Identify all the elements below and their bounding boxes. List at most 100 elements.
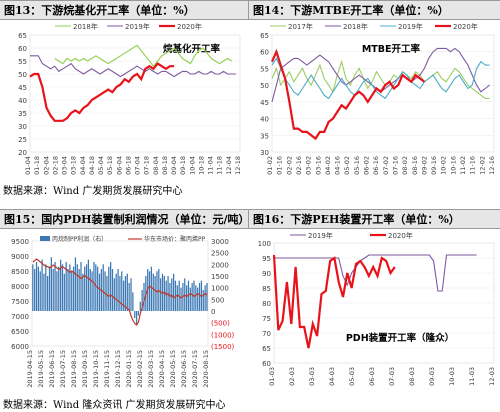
y-left-tick-label: 7500 [11, 298, 29, 306]
profit-bar [139, 301, 141, 311]
profit-bar [102, 264, 104, 311]
profit-bar [126, 273, 128, 311]
profit-bar [59, 259, 62, 311]
y-tick-label: 65 [18, 32, 27, 40]
x-tick-label: 2019-11-15 [103, 350, 111, 388]
profit-bar [54, 262, 56, 311]
profit-bar [104, 271, 106, 311]
fig13-chart: 20 25 30 35 40 45 50 55 60 65 01-04 01-18 02-04 02-18… [18, 22, 242, 175]
x-tick-label: 2019-10-15 [92, 350, 100, 388]
y-right-tick-label: 2000 [211, 261, 229, 269]
x-tick-label: 2020-02-15 [136, 350, 144, 388]
y-right-tick-label: 1500 [211, 273, 229, 281]
x-tick-label: 05-16 [353, 156, 361, 175]
x-tick-label: 02-16 [295, 156, 303, 175]
y-tick-label: 60 [262, 360, 271, 368]
profit-bar [119, 276, 121, 311]
y-left-tick-label: 6500 [11, 328, 29, 336]
fig14-title: 图14：下游MTBE开工率（单位：%） [253, 4, 449, 17]
profit-bar [52, 269, 54, 311]
x-tick-label: 04-02 [324, 156, 332, 175]
pp-price-line [32, 258, 208, 326]
x-tick-label: 2019-07-15 [59, 350, 67, 388]
profit-bar [69, 264, 71, 311]
x-tick-label: 06-16 [372, 156, 380, 175]
profit-bar [152, 273, 154, 311]
x-tick-label: 12-16 [488, 156, 496, 175]
plot-area [31, 240, 209, 347]
profit-bar [58, 266, 60, 311]
x-tick-label: 11-16 [469, 156, 477, 175]
y-tick-label: 40 [18, 97, 27, 105]
profit-bar [117, 269, 119, 311]
y-tick-label: 65 [262, 345, 271, 353]
profit-bar [195, 285, 197, 311]
y-tick-label: 20 [18, 149, 27, 157]
profit-bar [65, 262, 67, 311]
x-tick-label: 05-18 [106, 156, 114, 175]
profit-bar [189, 287, 191, 311]
series-line-2019年 [274, 254, 477, 292]
x-tick-label: 2019-04-15 [26, 350, 34, 388]
profit-bar [45, 264, 47, 311]
x-tick-label: 07-16 [391, 156, 399, 175]
x-tick-label: 2019-05-15 [37, 350, 45, 388]
y-left-tick-label: 9000 [11, 253, 29, 261]
profit-bar [93, 262, 95, 311]
legend-label: 2018年 [343, 22, 368, 31]
profit-bar [191, 283, 193, 311]
x-tick-label: 03-16 [314, 156, 322, 175]
y-left-tick-label: 7000 [11, 313, 29, 321]
series-line-2019年 [30, 55, 236, 78]
profit-bar [137, 311, 140, 316]
profit-bar [165, 280, 167, 311]
x-tick-label: 2020-06-15 [180, 350, 188, 388]
profit-bar [198, 283, 201, 311]
profit-bar [115, 273, 117, 311]
x-tick-label: 04-16 [334, 156, 342, 175]
x-tick-label: 05-02 [343, 156, 351, 175]
x-tick-label: 09-02 [420, 156, 428, 175]
y-tick-label: 75 [262, 315, 271, 323]
profit-bar [87, 259, 90, 311]
profit-bar [180, 287, 182, 311]
profit-bar [71, 271, 73, 311]
legend-label: 2019年 [125, 22, 150, 31]
fig15-title: 图15：国内PDH装置制利润情况（单位：元/吨） [4, 213, 250, 226]
profit-bar [78, 269, 80, 311]
y-tick-label: 35 [260, 132, 269, 140]
x-tick-label: 06-04 [115, 156, 123, 175]
x-tick-label: 08-16 [411, 156, 419, 175]
x-tick-label: 02-04 [42, 156, 50, 175]
series-line-2019年 [271, 57, 490, 100]
x-tick-label: 09-03 [428, 367, 436, 386]
profit-bar [91, 271, 93, 311]
x-tick-label: 11-03 [468, 367, 476, 386]
y-right-tick-label: 0 [211, 308, 215, 316]
x-tick-label: 02-03 [288, 367, 296, 386]
x-tick-label: 04-04 [79, 156, 87, 175]
y-tick-label: 50 [18, 71, 27, 79]
y-tick-label: 45 [18, 84, 27, 92]
profit-bar [108, 266, 110, 311]
y-tick-label: 25 [18, 136, 27, 144]
profit-bar [95, 264, 97, 311]
x-tick-label: 03-02 [305, 156, 313, 175]
source-note-bottom: 数据来源：Wind 隆众资讯 广发期货发展研究中心 [3, 400, 226, 411]
profit-bar [132, 292, 134, 311]
series-line-2018年 [271, 47, 490, 103]
y-right-tick-label: (500) [211, 320, 230, 328]
fig16-chart: 60 65 70 75 80 85 90 95 100 01-03 02-03 03-03 04-03 0… [258, 231, 496, 386]
profit-bar [150, 266, 153, 311]
legend-label: 2018年 [73, 22, 98, 31]
series-line-2018年 [54, 44, 233, 68]
profit-bar [204, 285, 206, 311]
profit-bar [74, 257, 77, 311]
header-divider [248, 1, 249, 19]
chart-title: PDH装置开工率（隆众） [346, 332, 454, 344]
x-tick-label: 06-03 [368, 367, 376, 386]
profit-bar [202, 290, 204, 311]
profit-bar [63, 273, 65, 311]
series-line-2020年 [272, 254, 396, 349]
x-tick-label: 01-18 [33, 156, 41, 175]
